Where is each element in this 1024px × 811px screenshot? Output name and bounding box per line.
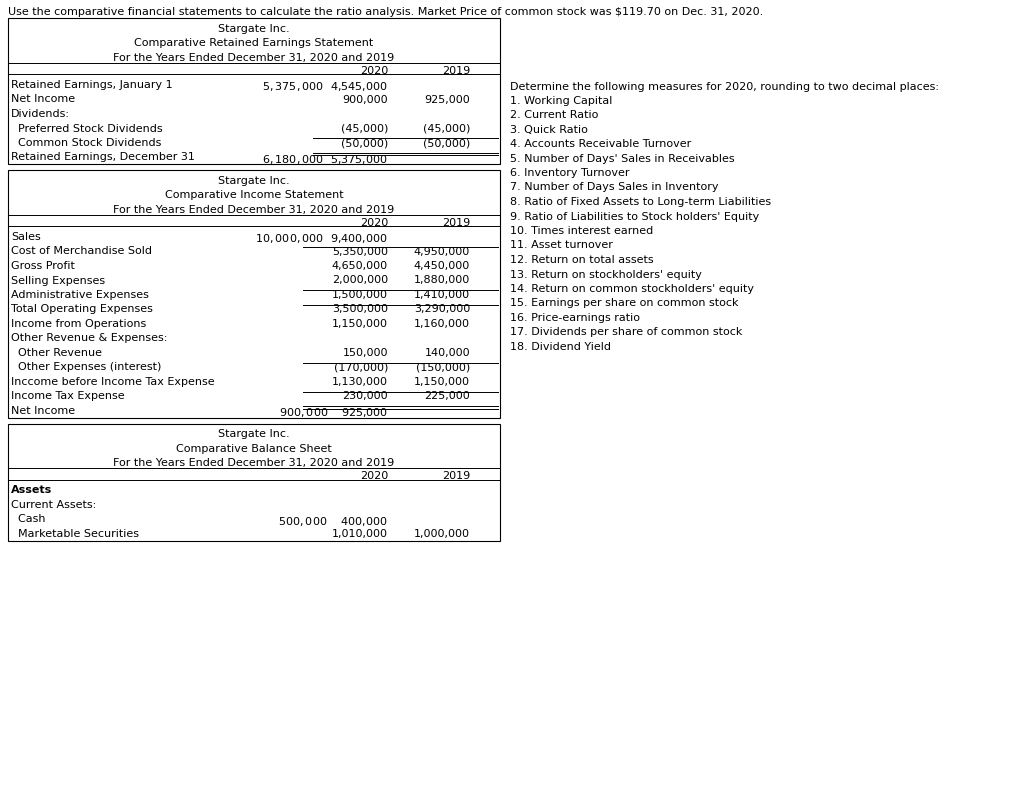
Text: 2. Current Ratio: 2. Current Ratio [510,109,598,120]
Text: 2019: 2019 [441,217,470,227]
Text: (50,000): (50,000) [341,138,388,148]
Text: 225,000: 225,000 [424,391,470,401]
Text: Stargate Inc.: Stargate Inc. [218,429,290,439]
Text: Comparative Balance Sheet: Comparative Balance Sheet [176,444,332,453]
Text: Selling Expenses: Selling Expenses [11,275,105,285]
Text: Retained Earnings, December 31: Retained Earnings, December 31 [11,152,195,162]
Text: Use the comparative financial statements to calculate the ratio analysis. Market: Use the comparative financial statements… [8,7,763,17]
Text: 140,000: 140,000 [424,348,470,358]
Text: 3,500,000: 3,500,000 [332,304,388,314]
Text: (50,000): (50,000) [423,138,470,148]
Text: 5,350,000: 5,350,000 [332,247,388,256]
Text: 1,500,000: 1,500,000 [332,290,388,299]
Text: 2019: 2019 [441,66,470,75]
Text: 15. Earnings per share on common stock: 15. Earnings per share on common stock [510,298,738,308]
Text: For the Years Ended December 31, 2020 and 2019: For the Years Ended December 31, 2020 an… [114,204,394,215]
Text: Sales: Sales [11,232,41,242]
Text: 2020: 2020 [359,66,388,75]
Bar [8,171,500,418]
Text: Comparative Retained Earnings Statement: Comparative Retained Earnings Statement [134,38,374,49]
Text: (45,000): (45,000) [423,123,470,133]
Text: Stargate Inc.: Stargate Inc. [218,24,290,34]
Text: Retained Earnings, January 1: Retained Earnings, January 1 [11,80,173,90]
Text: (45,000): (45,000) [341,123,388,133]
Text: $    500,000  $    400,000: $ 500,000 $ 400,000 [279,514,388,527]
Text: 11. Asset turnover: 11. Asset turnover [510,240,613,250]
Text: Inccome before Income Tax Expense: Inccome before Income Tax Expense [11,376,215,387]
Text: 1,150,000: 1,150,000 [414,376,470,387]
Text: Administrative Expenses: Administrative Expenses [11,290,148,299]
Text: 1,880,000: 1,880,000 [414,275,470,285]
Text: 2019: 2019 [441,470,470,480]
Text: 5. Number of Days' Sales in Receivables: 5. Number of Days' Sales in Receivables [510,153,734,163]
Text: 2,000,000: 2,000,000 [332,275,388,285]
Text: Determine the following measures for 2020, rounding to two decimal places:: Determine the following measures for 202… [510,82,939,92]
Text: 9. Ratio of Liabilities to Stock holders' Equity: 9. Ratio of Liabilities to Stock holders… [510,211,759,221]
Text: Cash: Cash [11,514,45,524]
Text: 1,010,000: 1,010,000 [332,528,388,539]
Text: 2020: 2020 [359,217,388,227]
Text: Other Revenue & Expenses:: Other Revenue & Expenses: [11,333,167,343]
Text: 10. Times interest earned: 10. Times interest earned [510,225,653,236]
Text: 14. Return on common stockholders' equity: 14. Return on common stockholders' equit… [510,284,754,294]
Text: 6. Inventory Turnover: 6. Inventory Turnover [510,168,630,178]
Text: Net Income: Net Income [11,94,75,105]
Text: 16. Price-earnings ratio: 16. Price-earnings ratio [510,312,640,323]
Text: 12. Return on total assets: 12. Return on total assets [510,255,653,264]
Text: 4,650,000: 4,650,000 [332,260,388,271]
Text: Cost of Merchandise Sold: Cost of Merchandise Sold [11,247,152,256]
Text: 13. Return on stockholders' equity: 13. Return on stockholders' equity [510,269,701,279]
Text: 1. Working Capital: 1. Working Capital [510,96,612,105]
Text: Income Tax Expense: Income Tax Expense [11,391,125,401]
Text: 4. Accounts Receivable Turnover: 4. Accounts Receivable Turnover [510,139,691,148]
Text: 1,410,000: 1,410,000 [414,290,470,299]
Text: Other Expenses (interest): Other Expenses (interest) [11,362,162,372]
Text: $  6,180,000  $  5,375,000: $ 6,180,000 $ 5,375,000 [262,152,388,165]
Text: 18. Dividend Yield: 18. Dividend Yield [510,341,611,351]
Text: Income from Operations: Income from Operations [11,319,146,328]
Text: $  5,375,000  $  4,545,000: $ 5,375,000 $ 4,545,000 [262,80,388,93]
Text: Other Revenue: Other Revenue [11,348,102,358]
Bar [8,424,500,541]
Text: Preferred Stock Dividends: Preferred Stock Dividends [11,123,163,133]
Text: 1,150,000: 1,150,000 [332,319,388,328]
Text: $    900,000  $    925,000: $ 900,000 $ 925,000 [279,406,388,418]
Text: Common Stock Dividends: Common Stock Dividends [11,138,162,148]
Text: 1,130,000: 1,130,000 [332,376,388,387]
Text: 3,290,000: 3,290,000 [414,304,470,314]
Text: For the Years Ended December 31, 2020 and 2019: For the Years Ended December 31, 2020 an… [114,458,394,468]
Text: 7. Number of Days Sales in Inventory: 7. Number of Days Sales in Inventory [510,182,719,192]
Text: (170,000): (170,000) [334,362,388,372]
Text: 8. Ratio of Fixed Assets to Long-term Liabilities: 8. Ratio of Fixed Assets to Long-term Li… [510,197,771,207]
Bar [8,19,500,165]
Text: 230,000: 230,000 [342,391,388,401]
Text: Assets: Assets [11,485,52,495]
Text: Gross Profit: Gross Profit [11,260,75,271]
Text: For the Years Ended December 31, 2020 and 2019: For the Years Ended December 31, 2020 an… [114,53,394,63]
Text: Stargate Inc.: Stargate Inc. [218,176,290,186]
Text: 1,000,000: 1,000,000 [414,528,470,539]
Text: 900,000: 900,000 [342,94,388,105]
Text: 17. Dividends per share of common stock: 17. Dividends per share of common stock [510,327,742,337]
Text: 1,160,000: 1,160,000 [414,319,470,328]
Text: Total Operating Expenses: Total Operating Expenses [11,304,153,314]
Text: Current Assets:: Current Assets: [11,500,96,509]
Text: 150,000: 150,000 [342,348,388,358]
Text: 925,000: 925,000 [424,94,470,105]
Text: 4,950,000: 4,950,000 [414,247,470,256]
Text: (150,000): (150,000) [416,362,470,372]
Text: Dividends:: Dividends: [11,109,70,119]
Text: 2020: 2020 [359,470,388,480]
Text: Comparative Income Statement: Comparative Income Statement [165,191,343,200]
Text: 4,450,000: 4,450,000 [414,260,470,271]
Text: 3. Quick Ratio: 3. Quick Ratio [510,124,588,135]
Text: Marketable Securities: Marketable Securities [11,528,139,539]
Text: $ 10,000,000  $  9,400,000: $ 10,000,000 $ 9,400,000 [255,232,388,245]
Text: Net Income: Net Income [11,406,75,415]
